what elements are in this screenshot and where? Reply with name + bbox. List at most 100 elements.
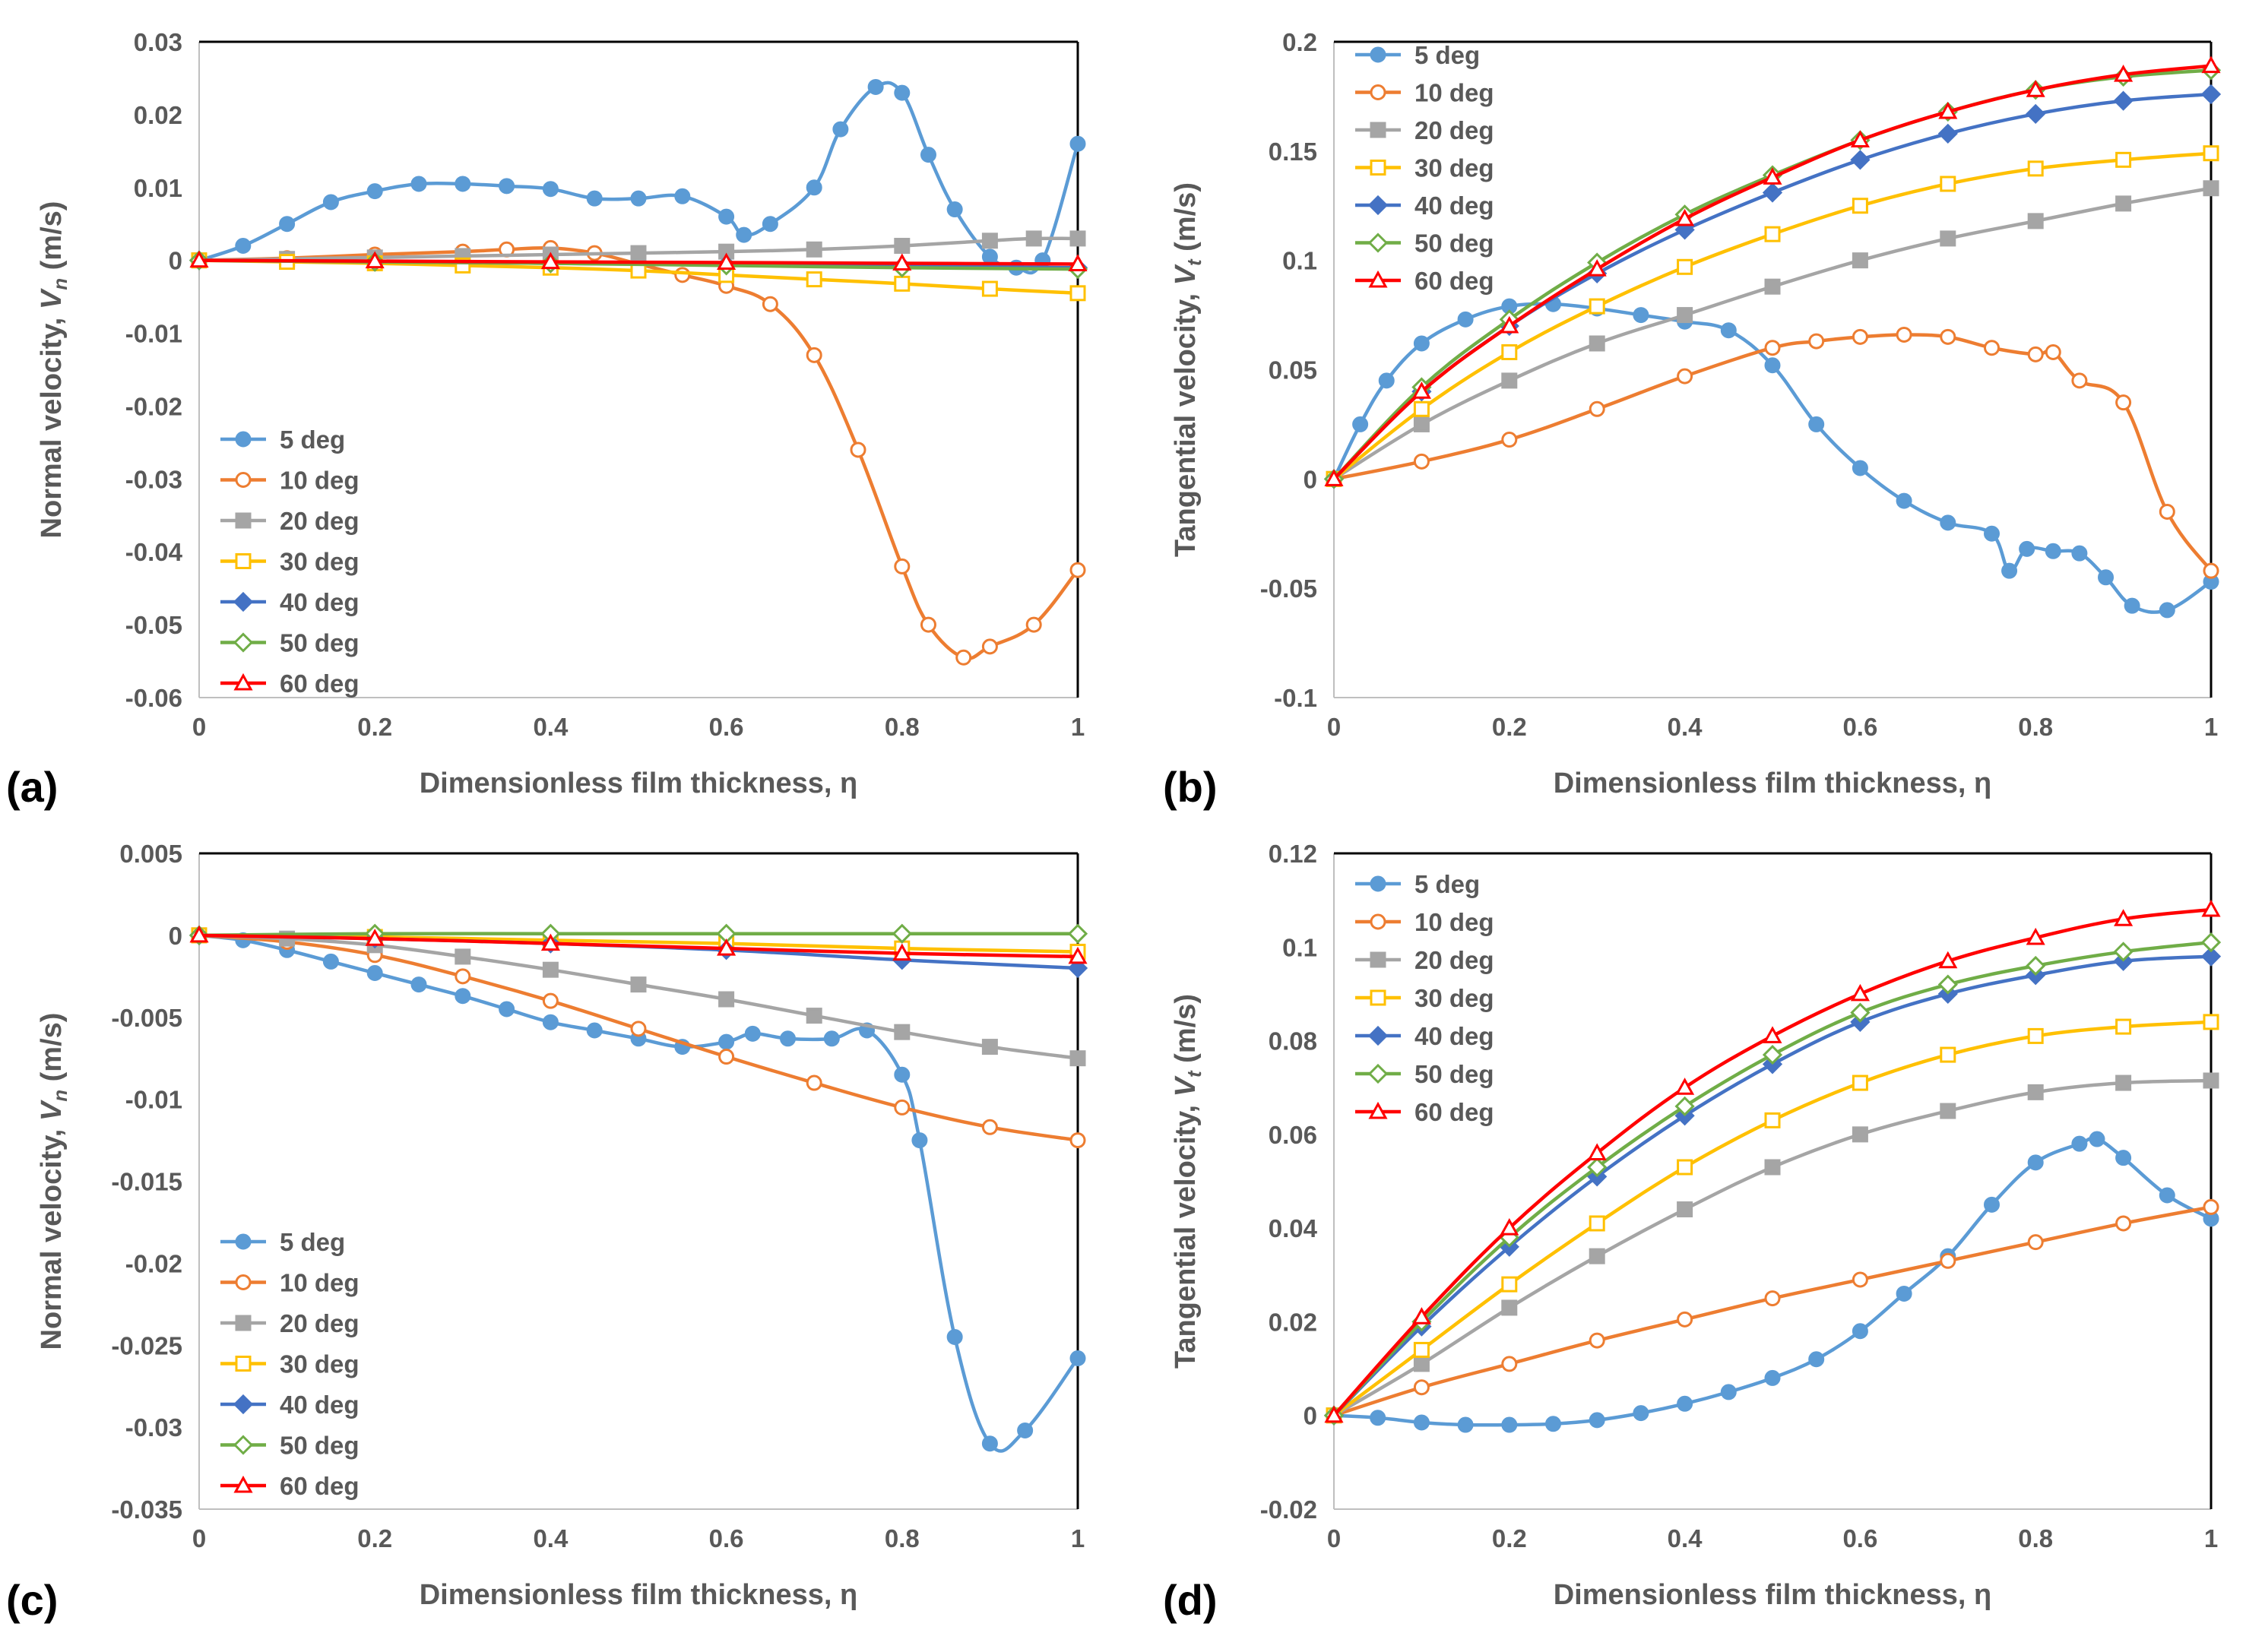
data-point xyxy=(806,241,822,258)
data-point xyxy=(892,253,912,271)
data-point xyxy=(1675,208,1695,226)
legend-entry: 50 deg xyxy=(220,1432,360,1460)
data-point xyxy=(455,176,471,192)
data-point xyxy=(542,1014,559,1030)
legend-entry: 20 deg xyxy=(1355,116,1494,144)
series-line xyxy=(198,932,1078,938)
data-point xyxy=(717,938,737,956)
data-point xyxy=(1764,1369,1781,1386)
y-tick-label: 0.1 xyxy=(1282,247,1317,275)
data-point xyxy=(2159,602,2175,619)
legend-label: 5 deg xyxy=(1414,41,1480,69)
data-point xyxy=(2200,84,2222,105)
data-point xyxy=(1763,167,1782,185)
data-point xyxy=(1938,101,1958,119)
x-tick-label: 0.6 xyxy=(1842,1524,1877,1552)
x-tick-label: 0.6 xyxy=(709,1524,744,1552)
legend-swatch-marker xyxy=(235,1356,252,1372)
legend-swatch-marker xyxy=(235,1274,252,1290)
data-point xyxy=(1069,230,1086,247)
y-tick-label: -0.025 xyxy=(111,1331,182,1359)
x-axis-title: Dimensionless film thickness, η xyxy=(1554,767,1992,799)
data-point xyxy=(1677,1395,1693,1412)
data-point xyxy=(1017,1422,1034,1438)
y-tick-label: -0.05 xyxy=(1260,574,1317,603)
legend-label: 30 deg xyxy=(280,1350,360,1378)
legend-label: 5 deg xyxy=(280,426,345,454)
x-tick-label: 0.8 xyxy=(2018,1524,2053,1552)
data-point xyxy=(1025,616,1042,633)
data-point xyxy=(1940,1252,1956,1269)
data-point xyxy=(1675,1078,1695,1095)
y-axis-title-prefix: Normal velocity, xyxy=(36,309,68,538)
legend-entry: 40 deg xyxy=(1355,1022,1494,1050)
data-point xyxy=(1940,514,1956,531)
data-point xyxy=(1457,311,1474,328)
data-point xyxy=(2027,1234,2044,1251)
data-point xyxy=(1501,1299,1518,1316)
data-point xyxy=(1720,322,1737,339)
data-point xyxy=(542,961,559,978)
data-point xyxy=(2001,562,2018,579)
data-point xyxy=(718,208,735,225)
data-point xyxy=(806,271,822,288)
legend-entry: 10 deg xyxy=(1355,908,1494,936)
legend-swatch-marker xyxy=(1370,84,1386,100)
x-tick-label: 0.2 xyxy=(357,1524,392,1552)
series-60-deg xyxy=(189,925,1088,964)
legend-label: 30 deg xyxy=(1414,984,1494,1012)
data-point xyxy=(365,929,385,946)
y-tick-label: 0 xyxy=(1304,1402,1317,1430)
data-point xyxy=(322,194,339,210)
y-tick-label: 0.1 xyxy=(1282,933,1317,961)
y-axis-title: Tangential velocity, Vt (m/s) xyxy=(1170,182,1205,557)
legend-entry: 20 deg xyxy=(220,1309,360,1337)
legend-label: 10 deg xyxy=(280,1269,360,1297)
legend-label: 10 deg xyxy=(1414,908,1494,936)
data-point xyxy=(1633,307,1649,324)
data-point xyxy=(2203,1014,2219,1030)
data-point xyxy=(1720,1384,1737,1400)
data-point xyxy=(920,616,936,633)
y-tick-label: 0.08 xyxy=(1269,1027,1317,1055)
data-point xyxy=(894,1024,911,1040)
data-point xyxy=(1940,328,1956,345)
series-60-deg xyxy=(1324,899,2221,1423)
legend-swatch-marker xyxy=(233,632,254,653)
y-tick-label: 0.03 xyxy=(134,28,182,56)
y-axis-title-suffix: (m/s) xyxy=(36,1013,68,1090)
legend-entry: 50 deg xyxy=(1355,229,1494,258)
data-point xyxy=(1808,1351,1825,1368)
legend-entry: 5 deg xyxy=(1355,41,1480,69)
legend-swatch-marker xyxy=(1370,160,1386,176)
data-point xyxy=(2115,1018,2132,1035)
chart-panel-2: -0.035 -0.03 -0.025 -0.02 -0.015 -0.01 -0.005 0… xyxy=(6,840,1088,1624)
data-point xyxy=(189,250,209,268)
legend-swatch-marker xyxy=(235,512,252,529)
data-point xyxy=(1352,416,1369,432)
x-tick-label: 0.6 xyxy=(709,713,744,741)
data-point xyxy=(1938,951,1958,969)
data-point xyxy=(674,188,691,204)
data-point xyxy=(674,267,691,283)
data-point xyxy=(806,1074,822,1091)
data-point xyxy=(806,347,822,363)
series-10-deg xyxy=(1326,326,2219,579)
data-point xyxy=(1069,1132,1086,1149)
legend-entry: 10 deg xyxy=(220,1269,360,1297)
data-point xyxy=(892,923,912,944)
data-point xyxy=(832,121,849,138)
data-point xyxy=(1764,1290,1781,1307)
data-point xyxy=(2071,372,2088,389)
data-point xyxy=(322,953,339,970)
data-point xyxy=(2124,597,2140,614)
data-point xyxy=(542,992,559,1009)
x-tick-label: 0 xyxy=(192,1524,206,1552)
legend-entry: 50 deg xyxy=(1355,1060,1494,1088)
series-10-deg xyxy=(1326,1198,2219,1424)
data-point xyxy=(586,1022,603,1039)
data-point xyxy=(1984,1196,2000,1213)
legend-label: 20 deg xyxy=(280,1309,360,1337)
legend-swatch-marker xyxy=(1368,1101,1388,1119)
data-point xyxy=(2203,180,2219,197)
